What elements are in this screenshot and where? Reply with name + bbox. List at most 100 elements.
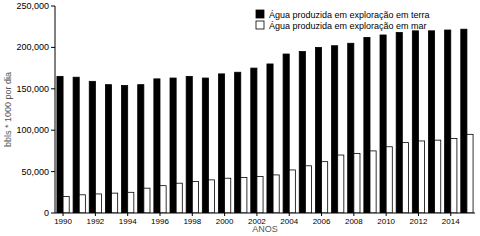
bar	[95, 194, 101, 213]
y-axis-line	[55, 6, 56, 213]
bar	[412, 31, 418, 213]
x-tick-label: 2006	[313, 217, 331, 226]
bar	[241, 177, 247, 213]
legend-label: Água produzida em exploração em mar	[269, 21, 427, 31]
y-tick	[51, 130, 55, 131]
x-tick-label: 1990	[54, 217, 72, 226]
y-tick	[51, 171, 55, 172]
bar	[418, 141, 424, 213]
bar	[154, 79, 160, 213]
bar	[192, 182, 198, 213]
bar	[138, 85, 144, 213]
bar	[144, 188, 150, 213]
x-tick-label: 2014	[442, 217, 460, 226]
bar	[225, 178, 231, 213]
x-tick	[353, 213, 354, 216]
x-tick	[386, 213, 387, 216]
y-axis-label: bbls * 1000 por dia	[3, 72, 13, 147]
bar	[322, 162, 328, 213]
y-tick	[51, 47, 55, 48]
x-tick	[418, 213, 419, 216]
bar	[57, 76, 63, 213]
legend-swatch	[256, 10, 264, 18]
bar	[128, 192, 134, 213]
y-tick	[51, 88, 55, 89]
x-tick-label: 2012	[410, 217, 428, 226]
y-axis: 0 50,000 100,000 150,000 200,000 250,000	[16, 1, 55, 218]
x-tick	[127, 213, 128, 216]
bar	[299, 52, 305, 213]
bar	[386, 147, 392, 213]
bar	[348, 43, 354, 213]
bar	[251, 68, 257, 213]
x-tick	[160, 213, 161, 216]
bar	[332, 46, 338, 213]
x-tick	[192, 213, 193, 216]
bar	[315, 47, 321, 213]
x-axis-label: ANOS	[252, 224, 278, 234]
x-tick-label: 1992	[86, 217, 104, 226]
bar	[338, 155, 344, 213]
x-tick-label: 1994	[119, 217, 137, 226]
bar	[79, 195, 85, 213]
bar	[354, 153, 360, 213]
bar	[89, 81, 95, 213]
y-tick-label: 200,000	[16, 42, 49, 52]
bar	[364, 37, 370, 213]
x-tick-label: 1998	[183, 217, 201, 226]
y-tick	[51, 213, 55, 214]
x-tick	[256, 213, 257, 216]
y-tick-label: 250,000	[16, 1, 49, 11]
bar	[73, 77, 79, 213]
x-tick	[289, 213, 290, 216]
bar	[218, 74, 224, 213]
y-tick-label: 0	[44, 208, 49, 218]
x-tick-label: 2010	[377, 217, 395, 226]
bar	[283, 54, 289, 213]
bar	[380, 35, 386, 213]
x-tick	[63, 213, 64, 216]
bar	[435, 140, 441, 213]
bars	[57, 29, 473, 213]
bar	[208, 180, 214, 213]
bar	[467, 134, 473, 213]
bar	[396, 32, 402, 213]
x-tick-label: 2000	[216, 217, 234, 226]
x-tick	[450, 213, 451, 216]
bar	[63, 196, 69, 213]
bar	[267, 64, 273, 213]
bar	[176, 183, 182, 213]
x-tick-label: 2004	[280, 217, 298, 226]
bar	[305, 166, 311, 213]
legend: Água produzida em exploração em terraÁgu…	[256, 10, 430, 31]
legend-swatch	[256, 21, 264, 29]
bar	[112, 193, 118, 213]
y-tick	[51, 6, 55, 7]
bar	[461, 29, 467, 213]
y-tick-label: 150,000	[16, 84, 49, 94]
bar	[122, 85, 128, 213]
y-tick-label: 100,000	[16, 125, 49, 135]
bar	[257, 177, 263, 213]
bar	[105, 85, 111, 213]
bar	[402, 143, 408, 213]
bar	[451, 138, 457, 213]
bar	[445, 30, 451, 213]
bar	[289, 170, 295, 213]
x-tick	[321, 213, 322, 216]
x-tick-label: 1996	[151, 217, 169, 226]
x-tick	[95, 213, 96, 216]
bar	[235, 72, 241, 213]
legend-label: Água produzida em exploração em terra	[269, 10, 430, 20]
y-tick-label: 50,000	[21, 167, 49, 177]
x-tick	[224, 213, 225, 216]
bar	[202, 78, 208, 213]
bar	[428, 31, 434, 213]
x-axis-line	[55, 213, 475, 214]
chart: 0 50,000 100,000 150,000 200,000 250,000 1990 1…	[0, 0, 480, 236]
x-tick-label: 2008	[345, 217, 363, 226]
bar	[170, 78, 176, 213]
bar	[160, 186, 166, 213]
bar	[273, 175, 279, 213]
bar	[370, 151, 376, 213]
